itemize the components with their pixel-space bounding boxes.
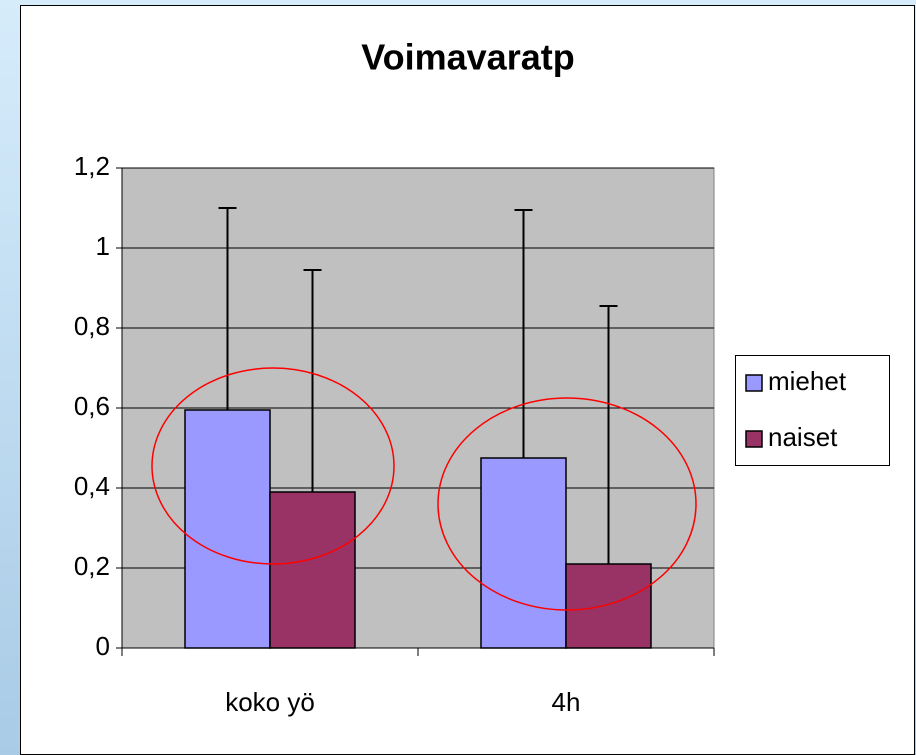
highlight-ellipse <box>151 367 395 565</box>
x-tick-label: 4h <box>552 687 581 717</box>
error-bar <box>599 305 618 564</box>
legend-swatch <box>745 374 763 392</box>
legend-label: naiset <box>768 422 838 452</box>
y-tick-label: 0,6 <box>74 391 110 421</box>
error-bar <box>514 209 533 458</box>
bar <box>184 409 271 649</box>
y-tick-label: 0 <box>96 631 110 661</box>
y-tick-label: 0,8 <box>74 311 110 341</box>
bar <box>480 457 567 649</box>
y-tick-label: 1,2 <box>74 151 110 181</box>
error-bar <box>303 269 322 492</box>
bar <box>565 563 652 649</box>
y-tick-label: 1 <box>96 231 110 261</box>
error-bar <box>218 207 237 410</box>
marks: 0 0,2 0,4 0,6 0,8 1 1,2 koko yö 4h <box>74 151 715 717</box>
legend-label: miehet <box>768 366 847 396</box>
chart-title: Voimavaratp <box>361 37 574 78</box>
x-tick-label: koko yö <box>225 687 315 717</box>
legend-swatch <box>745 430 763 448</box>
y-tick-label: 0,4 <box>74 471 110 501</box>
highlight-ellipse <box>437 397 697 611</box>
bar <box>269 491 356 649</box>
y-tick-label: 0,2 <box>74 551 110 581</box>
